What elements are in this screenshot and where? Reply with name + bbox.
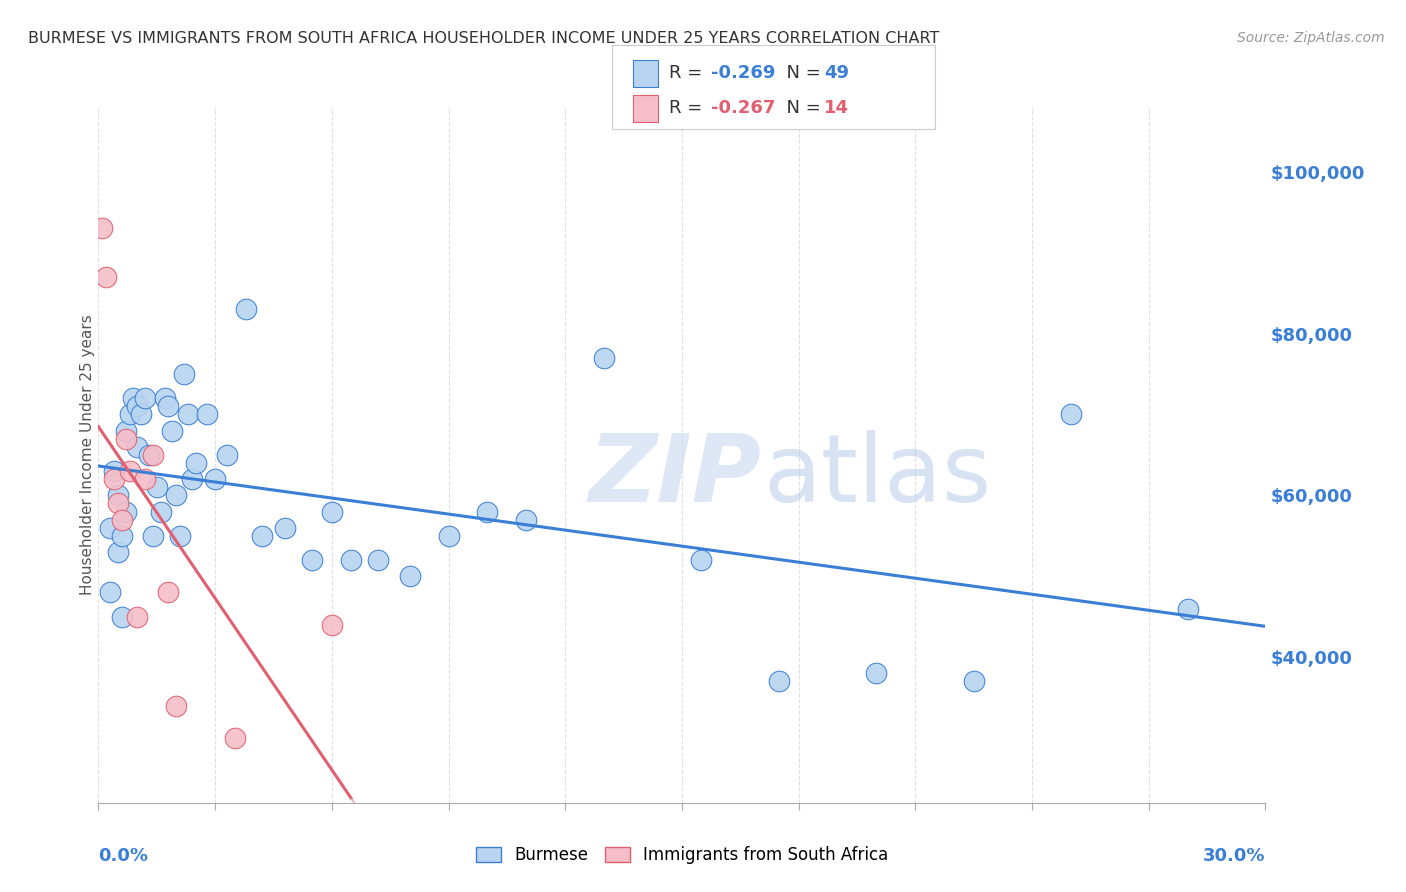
Point [184,456,207,470]
Text: atlas: atlas [763,430,991,522]
Point [321,617,343,632]
Point [195,408,218,422]
Text: N =: N = [775,99,827,117]
Text: R =: R = [669,99,709,117]
Point [215,448,238,462]
Point [224,731,246,745]
Point [593,351,616,365]
Point [235,302,257,317]
Point [177,408,200,422]
Legend: Burmese, Immigrants from South Africa: Burmese, Immigrants from South Africa [475,846,889,864]
Point [96,269,118,284]
Point [107,496,129,510]
Text: -0.267: -0.267 [711,99,776,117]
Point [103,472,125,486]
Point [367,553,389,567]
Point [477,504,499,518]
Point [114,504,136,518]
Point [98,521,121,535]
Point [250,529,273,543]
Point [1177,601,1199,615]
Text: 49: 49 [824,64,849,82]
Point [1060,408,1083,422]
Point [157,400,180,414]
Y-axis label: Householder Income Under 25 years: Householder Income Under 25 years [80,315,94,595]
Point [398,569,420,583]
Point [107,488,129,502]
Point [142,529,165,543]
Point [91,221,114,235]
Point [114,432,136,446]
Text: R =: R = [669,64,709,82]
Point [138,448,160,462]
Point [98,585,121,599]
Point [162,424,184,438]
Point [153,392,176,406]
Text: 0.0%: 0.0% [98,847,149,865]
Point [146,480,169,494]
Text: BURMESE VS IMMIGRANTS FROM SOUTH AFRICA HOUSEHOLDER INCOME UNDER 25 YEARS CORREL: BURMESE VS IMMIGRANTS FROM SOUTH AFRICA … [28,31,939,46]
Point [103,464,125,478]
Point [122,392,145,406]
Point [114,424,136,438]
Point [169,529,191,543]
Point [107,545,129,559]
Point [111,513,134,527]
Point [127,440,149,454]
Point [204,472,226,486]
Point [165,488,187,502]
Point [142,448,165,462]
Point [690,553,713,567]
Point [157,585,180,599]
Point [274,521,297,535]
Text: -0.269: -0.269 [711,64,776,82]
Point [127,609,149,624]
Point [865,666,887,681]
Point [129,408,152,422]
Point [118,464,141,478]
Point [118,408,141,422]
Point [321,504,343,518]
Text: 30.0%: 30.0% [1204,847,1265,865]
Point [111,529,134,543]
Text: N =: N = [775,64,827,82]
Point [134,472,156,486]
Point [127,400,149,414]
Point [134,392,156,406]
Point [111,609,134,624]
Point [515,513,537,527]
Point [301,553,323,567]
Point [173,367,195,381]
Point [437,529,460,543]
Point [962,674,984,689]
Text: Source: ZipAtlas.com: Source: ZipAtlas.com [1237,31,1385,45]
Text: ZIP: ZIP [589,430,762,522]
Point [180,472,202,486]
Point [149,504,172,518]
Point [165,698,187,713]
Point [768,674,790,689]
Point [340,553,363,567]
Text: 14: 14 [824,99,849,117]
